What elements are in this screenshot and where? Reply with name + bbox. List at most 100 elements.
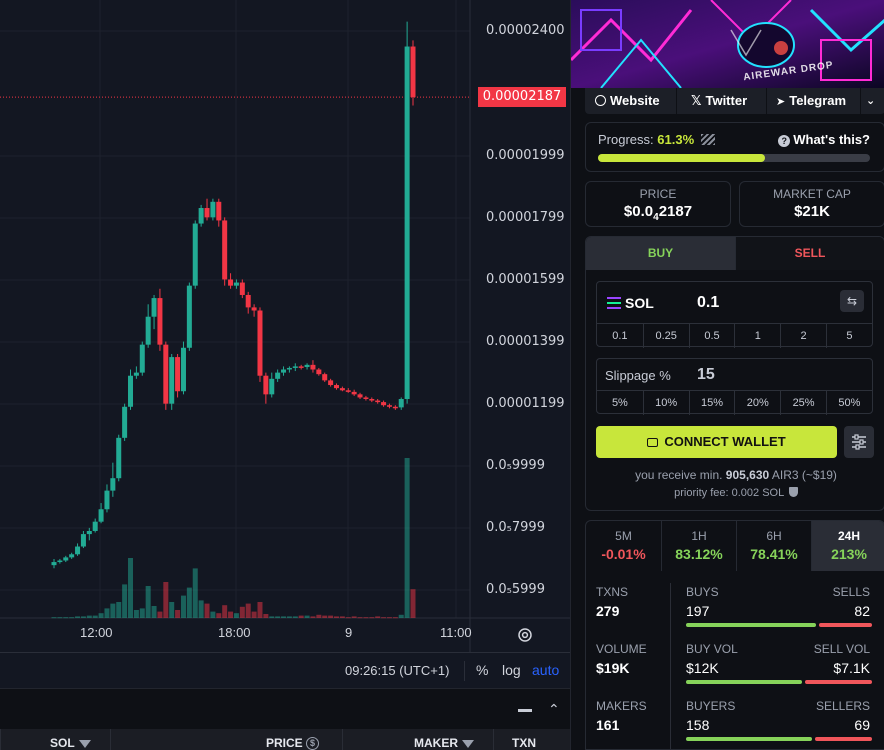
slippage-input[interactable]: 15 bbox=[697, 366, 715, 383]
price-label: PRICE bbox=[639, 187, 677, 201]
chevrons-up-icon[interactable]: ⌃ bbox=[548, 701, 560, 717]
buys-value: 197 bbox=[686, 603, 710, 619]
price-chart-panel[interactable]: 0.00002400 0.00001999 0.00001799 0.00001… bbox=[0, 0, 570, 688]
price-prefix: $0.0 bbox=[623, 203, 654, 220]
min-receive-text: you receive min. 905,630 AIR3 (~$19) bbox=[586, 468, 884, 482]
candle-body bbox=[339, 388, 345, 391]
trades-panel: ⌃ SOL PRICE $ MAKER TXN bbox=[0, 688, 570, 750]
candle-body bbox=[75, 546, 81, 555]
buy-vol-value: $12K bbox=[686, 660, 719, 676]
whats-this-link[interactable]: ? What's this? bbox=[778, 132, 870, 147]
amount-preset[interactable]: 0.1 bbox=[612, 330, 628, 342]
slippage-preset[interactable]: 10% bbox=[642, 391, 689, 415]
help-label: What's this? bbox=[793, 132, 870, 147]
dollar-icon[interactable]: $ bbox=[306, 737, 320, 750]
column-header-sol[interactable]: SOL bbox=[50, 736, 91, 750]
candle-body bbox=[175, 357, 181, 392]
tab-sell[interactable]: SELL bbox=[735, 237, 884, 270]
period-label: 5M bbox=[615, 529, 632, 543]
candle-body bbox=[351, 391, 357, 395]
buyers-label: BUYERS bbox=[686, 699, 736, 713]
volume-bar bbox=[386, 617, 392, 619]
amount-preset[interactable]: 1 bbox=[734, 324, 780, 348]
amount-preset[interactable]: 5 bbox=[826, 324, 872, 348]
trade-form: BUY SELL SOL ⇆ 0.1 0.25 0.5 1 2 5 Slippa bbox=[585, 236, 884, 511]
price-digits: 2187 bbox=[658, 203, 693, 220]
candle-body bbox=[375, 400, 381, 403]
log-scale-button[interactable]: log bbox=[502, 662, 521, 678]
volume-label: VOLUME bbox=[596, 642, 647, 656]
slippage-preset[interactable]: 50% bbox=[826, 391, 872, 415]
telegram-icon: ➤ bbox=[776, 96, 786, 108]
link-label: Twitter bbox=[705, 93, 748, 108]
priority-fee: priority fee: 0.002 SOL bbox=[674, 487, 784, 499]
candle-body bbox=[92, 521, 98, 531]
more-links-button[interactable]: ⌄ bbox=[866, 88, 875, 114]
filter-icon[interactable] bbox=[78, 739, 91, 748]
volume-bar bbox=[133, 610, 139, 618]
amount-preset[interactable]: 0.5 bbox=[688, 324, 735, 348]
x-logo-icon: 𝕏 bbox=[691, 93, 702, 108]
volume-bar bbox=[410, 589, 416, 618]
column-header-price[interactable]: PRICE $ bbox=[266, 736, 320, 750]
divider bbox=[342, 729, 343, 750]
connect-wallet-button[interactable]: CONNECT WALLET bbox=[596, 426, 837, 458]
wallet-icon bbox=[647, 438, 659, 447]
period-change: 83.12% bbox=[675, 546, 723, 562]
chart-footer: 09:26:15 (UTC+1) % log auto bbox=[0, 652, 570, 688]
progress-bar bbox=[598, 154, 870, 162]
period-6h[interactable]: 6H 78.41% bbox=[736, 521, 811, 571]
percent-scale-button[interactable]: % bbox=[476, 662, 489, 678]
candle-body bbox=[310, 364, 316, 370]
minimize-icon[interactable] bbox=[518, 709, 532, 712]
twitter-link[interactable]: 𝕏 Twitter bbox=[691, 88, 747, 114]
social-links-bar: Website 𝕏 Twitter ➤ Telegram ⌄ bbox=[585, 88, 884, 114]
column-label: PRICE bbox=[266, 736, 303, 750]
candle-body bbox=[222, 220, 228, 280]
volume-bar bbox=[239, 606, 245, 618]
website-link[interactable]: Website bbox=[595, 88, 660, 114]
sell-vol-label: SELL VOL bbox=[813, 642, 870, 656]
link-label: Website bbox=[610, 93, 660, 108]
column-header-maker[interactable]: MAKER bbox=[414, 736, 474, 750]
slippage-preset[interactable]: 5% bbox=[611, 397, 628, 409]
trade-settings-button[interactable] bbox=[844, 426, 874, 458]
period-5m[interactable]: 5M -0.01% bbox=[586, 521, 661, 571]
auto-scale-button[interactable]: auto bbox=[532, 662, 560, 678]
telegram-link[interactable]: ➤ Telegram bbox=[776, 88, 846, 114]
filter-icon[interactable] bbox=[462, 739, 474, 748]
volume-bar bbox=[116, 602, 122, 618]
candle-body bbox=[169, 357, 175, 404]
period-24h[interactable]: 24H 213% bbox=[811, 521, 884, 571]
sell-vol-value: $7.1K bbox=[833, 660, 870, 676]
volume-bar bbox=[333, 616, 339, 618]
candle-body bbox=[98, 509, 104, 522]
slippage-preset[interactable]: 15% bbox=[688, 391, 735, 415]
period-1h[interactable]: 1H 83.12% bbox=[661, 521, 736, 571]
candle-body bbox=[186, 285, 192, 348]
candle-body bbox=[257, 310, 263, 376]
volume-bar bbox=[369, 617, 375, 619]
globe-icon bbox=[595, 95, 606, 106]
tab-buy[interactable]: BUY bbox=[586, 237, 735, 270]
candlestick-chart[interactable] bbox=[0, 0, 570, 652]
volume-bar bbox=[269, 616, 275, 618]
slippage-preset[interactable]: 25% bbox=[780, 391, 826, 415]
slippage-preset[interactable]: 20% bbox=[734, 391, 780, 415]
column-header-txn[interactable]: TXN bbox=[512, 736, 536, 750]
candle-body bbox=[145, 316, 151, 345]
amount-input[interactable] bbox=[697, 292, 817, 314]
candle-body bbox=[381, 402, 387, 406]
swap-icon[interactable]: ⇆ bbox=[840, 290, 864, 312]
period-change: 213% bbox=[831, 546, 867, 562]
volume-bar bbox=[169, 602, 175, 618]
amount-preset[interactable]: 2 bbox=[780, 324, 826, 348]
candle-body bbox=[151, 298, 157, 317]
token-selector[interactable]: SOL bbox=[607, 295, 654, 311]
shield-icon bbox=[788, 487, 798, 497]
candle-body bbox=[122, 406, 128, 438]
candle-body bbox=[269, 378, 275, 395]
gear-icon[interactable] bbox=[516, 626, 534, 644]
amount-preset[interactable]: 0.25 bbox=[642, 324, 689, 348]
candle-body bbox=[104, 490, 110, 510]
